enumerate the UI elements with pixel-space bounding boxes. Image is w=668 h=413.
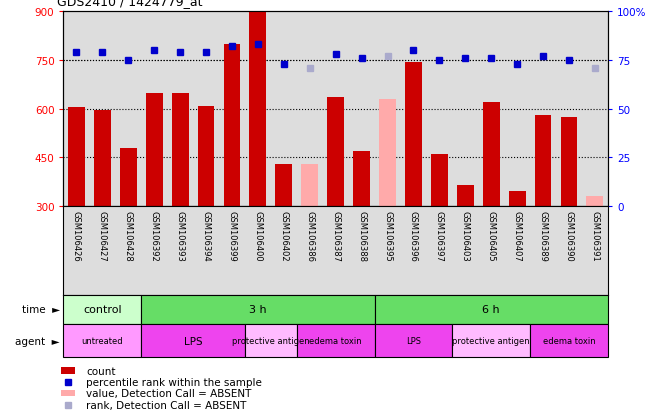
Bar [509, 192, 526, 206]
Text: 3 h: 3 h [249, 305, 267, 315]
Bar [224, 45, 240, 206]
Bar [483, 103, 500, 206]
Text: GSM106428: GSM106428 [124, 211, 133, 261]
Text: GSM106388: GSM106388 [357, 211, 366, 262]
Text: count: count [86, 366, 116, 376]
Text: GSM106386: GSM106386 [305, 211, 314, 262]
Bar [141, 324, 245, 357]
Bar [198, 107, 214, 206]
Text: value, Detection Call = ABSENT: value, Detection Call = ABSENT [86, 388, 252, 399]
Bar [63, 295, 141, 324]
Bar [301, 164, 318, 206]
Bar [61, 390, 75, 396]
Text: edema toxin: edema toxin [309, 336, 362, 345]
Bar [375, 324, 452, 357]
Text: GSM106394: GSM106394 [202, 211, 210, 261]
Bar [141, 295, 375, 324]
Text: GSM106396: GSM106396 [409, 211, 418, 262]
Text: GSM106399: GSM106399 [228, 211, 236, 261]
Bar [172, 94, 188, 206]
Bar [534, 116, 552, 206]
Bar [431, 155, 448, 206]
Text: 6 h: 6 h [482, 305, 500, 315]
Bar [379, 100, 396, 206]
Bar [327, 98, 344, 206]
Text: protective antigen: protective antigen [452, 336, 530, 345]
Bar [120, 148, 137, 206]
Bar [405, 62, 422, 206]
Bar [68, 108, 85, 206]
Bar [560, 118, 577, 206]
Text: GSM106390: GSM106390 [564, 211, 574, 261]
Text: GSM106402: GSM106402 [279, 211, 289, 261]
Text: agent  ►: agent ► [15, 336, 60, 346]
Bar [457, 185, 474, 206]
Text: GSM106426: GSM106426 [72, 211, 81, 261]
Text: time  ►: time ► [22, 305, 60, 315]
Bar [94, 111, 111, 206]
Bar [245, 324, 297, 357]
Text: GSM106392: GSM106392 [150, 211, 159, 261]
Text: GSM106393: GSM106393 [176, 211, 184, 262]
Text: GSM106400: GSM106400 [253, 211, 263, 261]
Text: rank, Detection Call = ABSENT: rank, Detection Call = ABSENT [86, 400, 246, 410]
Bar [249, 12, 267, 206]
Text: protective antigen: protective antigen [232, 336, 310, 345]
Text: GSM106403: GSM106403 [461, 211, 470, 261]
Text: GSM106395: GSM106395 [383, 211, 392, 261]
Text: GSM106387: GSM106387 [331, 211, 340, 262]
Text: LPS: LPS [184, 336, 202, 346]
Bar [297, 324, 375, 357]
Text: untreated: untreated [81, 336, 123, 345]
Text: LPS: LPS [406, 336, 421, 345]
Bar [587, 197, 603, 206]
Text: percentile rank within the sample: percentile rank within the sample [86, 377, 263, 387]
Text: control: control [83, 305, 122, 315]
Text: GDS2410 / 1424779_at: GDS2410 / 1424779_at [57, 0, 202, 8]
Text: GSM106389: GSM106389 [538, 211, 548, 262]
Bar [275, 164, 292, 206]
Text: GSM106407: GSM106407 [512, 211, 522, 261]
Text: GSM106405: GSM106405 [487, 211, 496, 261]
Text: GSM106427: GSM106427 [98, 211, 107, 261]
Bar [353, 152, 370, 206]
Bar [530, 324, 608, 357]
Text: GSM106391: GSM106391 [591, 211, 599, 261]
Bar [375, 295, 608, 324]
Bar [63, 324, 141, 357]
Bar [146, 94, 162, 206]
Text: edema toxin: edema toxin [542, 336, 595, 345]
Bar [452, 324, 530, 357]
Text: GSM106397: GSM106397 [435, 211, 444, 262]
Bar [61, 367, 75, 374]
